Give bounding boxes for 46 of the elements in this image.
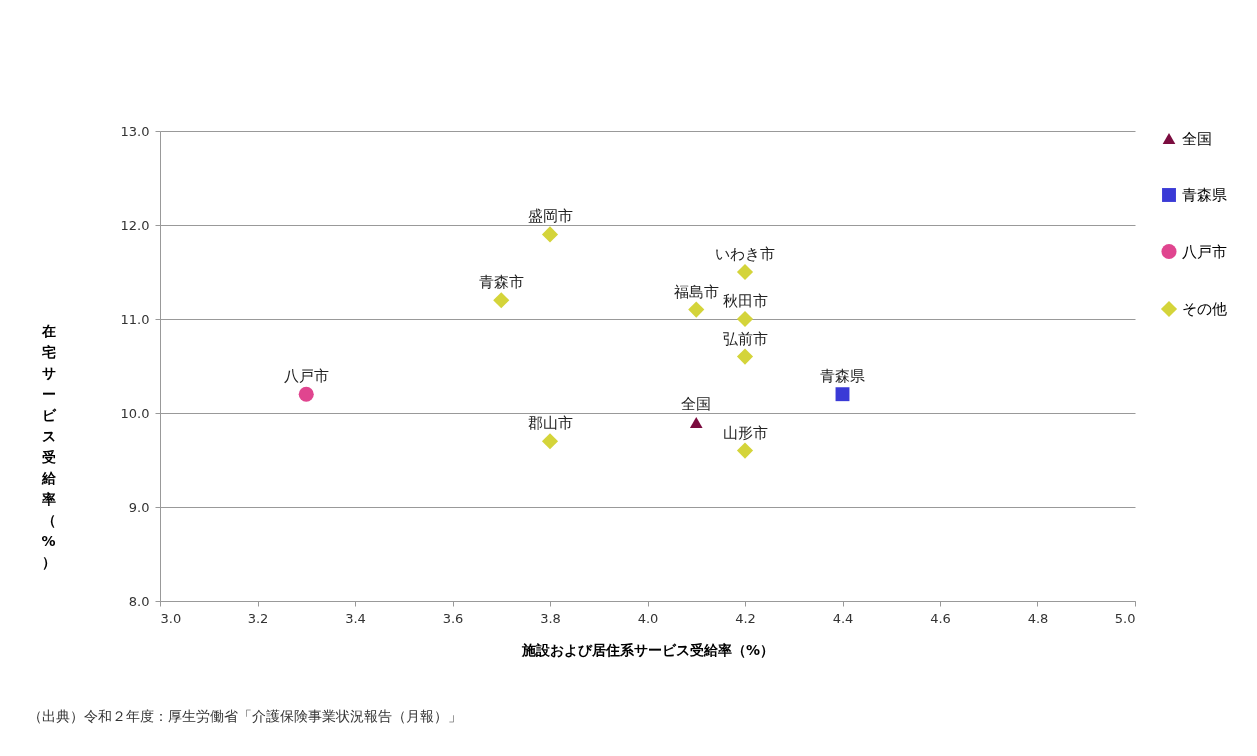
point (689, 416, 703, 428)
x-tick-label: 3.6 (442, 610, 464, 626)
annotation: 青森市 (478, 273, 524, 292)
x-tick-label: 4.4 (832, 610, 854, 626)
annotation: 郡山市 (527, 414, 573, 433)
y-tick-label: 13.0 (120, 123, 150, 139)
x-tick-label: 3.4 (345, 610, 366, 626)
annotation: 秋田市 (722, 292, 768, 310)
point (736, 310, 754, 328)
x-tick-label: 3.8 (540, 610, 561, 626)
point (298, 386, 314, 402)
text: （出典）令和２年度：厚生労働省「介護保険事業状況報告（月報）」 (28, 708, 462, 726)
annotation: 全国 (681, 395, 712, 414)
x-tick-label: 3.0 (160, 610, 182, 626)
point (835, 387, 850, 402)
x-tick-label: 4.6 (930, 610, 951, 626)
point (493, 292, 510, 309)
annotation: 青森県 (820, 367, 865, 386)
legend-label: 八戸市 (1182, 242, 1227, 261)
point (541, 226, 559, 243)
x-tick-label: 4.0 (637, 610, 659, 626)
point (736, 442, 754, 459)
y-tick-label: 12.0 (120, 217, 150, 233)
y-tick-label: 9.0 (128, 499, 150, 515)
x-tick-label: 4.8 (1027, 610, 1049, 626)
point (736, 348, 754, 365)
point (736, 263, 754, 281)
text: 在宅サービス受給率（%） (41, 322, 56, 570)
point (541, 433, 559, 450)
annotation: いわき市 (715, 245, 775, 263)
y-tick-label: 8.0 (128, 593, 150, 609)
annotation: 八戸市 (283, 367, 329, 386)
annotation: 盛岡市 (527, 207, 573, 226)
legend-label: 全国 (1182, 129, 1212, 148)
annotation: 山形市 (722, 423, 768, 442)
x-axis-title: 施設および居住系サービス受給率（%） (520, 641, 775, 658)
x-tick-label: 4.2 (735, 610, 756, 626)
x-tick-label: 3.2 (247, 610, 269, 626)
annotation: 福島市 (673, 282, 719, 301)
y-tick-label: 10.0 (120, 405, 150, 421)
legend-label: 青森県 (1182, 186, 1227, 204)
point (688, 301, 705, 318)
legend-label: その他 (1182, 300, 1227, 318)
x-tick-label: 5.0 (1114, 610, 1136, 626)
y-tick-label: 11.0 (120, 311, 150, 327)
annotation: 弘前市 (722, 329, 768, 348)
